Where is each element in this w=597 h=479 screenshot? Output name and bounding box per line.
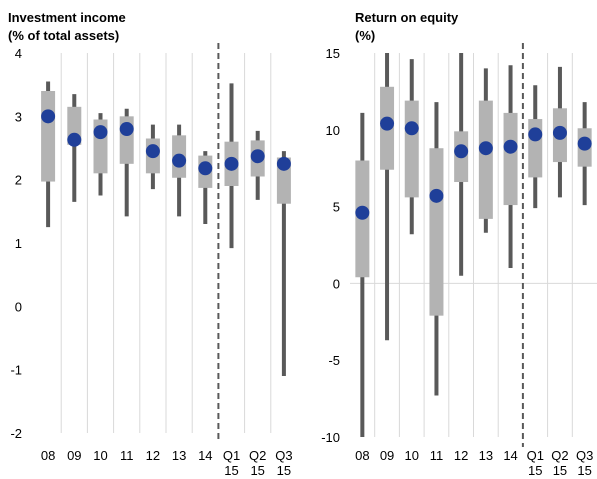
x-tick-label: Q3 15 xyxy=(576,448,593,478)
x-tick-label: 11 xyxy=(120,448,134,463)
x-tick-label: 08 xyxy=(355,448,369,463)
dot xyxy=(41,109,56,124)
dot xyxy=(145,144,160,159)
box xyxy=(429,148,444,316)
dot xyxy=(198,161,213,176)
dot xyxy=(93,125,108,140)
dot xyxy=(172,153,187,168)
x-tick-label: 14 xyxy=(503,448,517,463)
x-tick-label: 09 xyxy=(380,448,394,463)
y-tick-label: 0 xyxy=(333,276,340,291)
x-tick-label: 10 xyxy=(93,448,107,463)
dot xyxy=(67,132,82,147)
y-tick-label: -2 xyxy=(10,426,22,441)
x-tick-label: 08 xyxy=(41,448,55,463)
dot xyxy=(119,122,134,136)
dot xyxy=(478,141,493,156)
x-tick-label: 12 xyxy=(146,448,160,463)
x-tick-label: 12 xyxy=(454,448,468,463)
dot xyxy=(276,156,291,171)
x-tick-label: 14 xyxy=(198,448,212,463)
x-tick-label: 11 xyxy=(430,448,444,463)
y-tick-label: -1 xyxy=(10,363,22,378)
box xyxy=(404,100,419,198)
y-tick-label: 10 xyxy=(326,123,340,138)
y-tick-label: -5 xyxy=(328,353,340,368)
x-tick-label: Q3 15 xyxy=(275,448,292,478)
chart-subtitle: (% of total assets) xyxy=(8,28,119,43)
dot xyxy=(429,188,444,203)
chart-title: Investment income xyxy=(8,10,126,25)
x-tick-label: Q2 15 xyxy=(249,448,266,478)
x-tick-label: 09 xyxy=(67,448,81,463)
dot xyxy=(577,136,592,151)
y-tick-label: 0 xyxy=(15,299,22,314)
x-tick-label: 13 xyxy=(172,448,186,463)
dot xyxy=(355,205,370,220)
x-tick-label: Q2 15 xyxy=(551,448,568,478)
y-tick-label: 5 xyxy=(333,200,340,215)
chart-title: Return on equity xyxy=(355,10,459,25)
dot xyxy=(380,116,395,131)
dot xyxy=(503,139,518,154)
x-tick-label: 10 xyxy=(405,448,419,463)
y-tick-label: 4 xyxy=(15,46,22,61)
x-tick-label: Q1 15 xyxy=(527,448,544,478)
x-tick-label: 13 xyxy=(479,448,493,463)
box xyxy=(503,112,518,206)
y-tick-label: 1 xyxy=(15,236,22,251)
dot xyxy=(250,149,265,164)
box xyxy=(478,100,493,219)
box xyxy=(41,91,56,182)
y-tick-label: 3 xyxy=(15,109,22,124)
y-tick-label: -10 xyxy=(321,430,340,445)
dot xyxy=(224,156,239,171)
y-tick-label: 2 xyxy=(15,173,22,188)
y-tick-label: 15 xyxy=(326,46,340,61)
dot xyxy=(404,121,419,136)
dot xyxy=(552,125,567,140)
dot xyxy=(528,127,543,142)
chart-subtitle: (%) xyxy=(355,28,375,43)
x-tick-label: Q1 15 xyxy=(223,448,240,478)
dot xyxy=(454,144,469,159)
